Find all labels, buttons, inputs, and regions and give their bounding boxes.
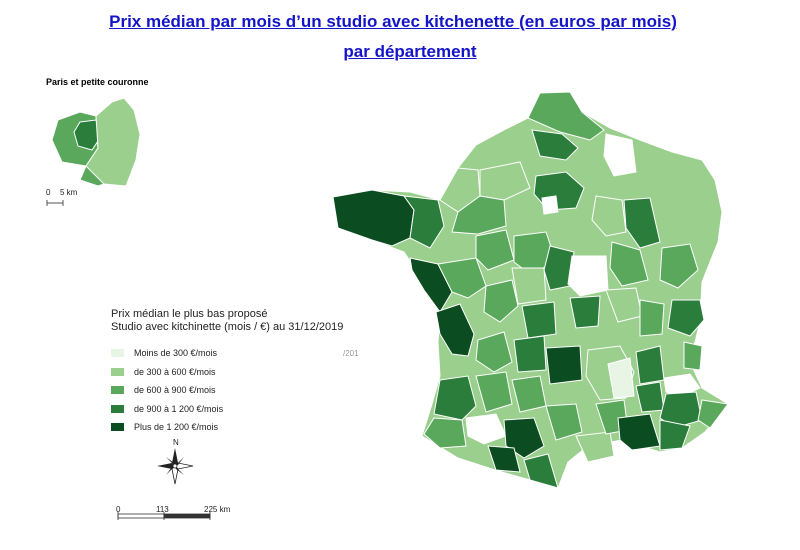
france-mainland bbox=[332, 91, 729, 489]
dept-paris-hole bbox=[541, 195, 559, 215]
dept-aube bbox=[609, 241, 649, 287]
dept-finistere bbox=[332, 189, 415, 247]
dept-vosges bbox=[667, 299, 705, 337]
inset-scale-5: 5 km bbox=[60, 188, 78, 197]
dept-nord bbox=[527, 91, 605, 141]
inset-east bbox=[85, 97, 141, 187]
dept-haute-vienne bbox=[513, 335, 547, 373]
dept-creuse bbox=[545, 345, 583, 385]
dept-bouches-du-rhone bbox=[617, 413, 661, 451]
legend-swatch bbox=[111, 349, 124, 357]
inset-scale-0: 0 bbox=[46, 188, 51, 197]
dept-herault bbox=[575, 431, 615, 463]
dept-gers-hole bbox=[465, 413, 507, 445]
north-label: N bbox=[173, 438, 179, 447]
dept-savoie bbox=[683, 341, 703, 371]
dept-aude bbox=[523, 453, 559, 489]
legend-label: de 300 à 600 €/mois bbox=[134, 366, 216, 377]
legend-item: de 900 à 1 200 €/mois bbox=[111, 403, 223, 415]
dept-loiret bbox=[543, 245, 575, 291]
inset-title: Paris et petite couronne bbox=[46, 77, 149, 87]
legend-swatch bbox=[111, 404, 124, 413]
dept-alpes-maritimes bbox=[697, 399, 729, 429]
stray-label: /201 bbox=[343, 349, 359, 358]
legend-swatch bbox=[111, 367, 124, 376]
legend-item: de 600 à 900 €/mois bbox=[111, 384, 216, 396]
dept-vendee bbox=[435, 303, 475, 357]
legend-label: de 900 à 1 200 €/mois bbox=[134, 403, 224, 414]
inset-south bbox=[79, 165, 105, 187]
dept-cher bbox=[567, 255, 609, 297]
legend-item: Moins de 300 €/mois bbox=[111, 347, 217, 359]
legend-label: Plus de 1 200 €/mois bbox=[134, 422, 219, 432]
dept-marne bbox=[591, 195, 627, 237]
dept-charente bbox=[475, 331, 513, 373]
dept-orne bbox=[451, 195, 507, 235]
dept-indre-et-loire bbox=[483, 279, 519, 323]
dept-haute-marne bbox=[659, 243, 699, 289]
dept-cantal bbox=[607, 357, 635, 399]
legend-title-line1: Prix médian le plus bas proposé bbox=[111, 308, 268, 320]
dept-saone-et-loire bbox=[639, 299, 665, 337]
dept-tarn bbox=[545, 403, 583, 441]
dept-maine-et-loire bbox=[437, 257, 487, 299]
dept-aisne bbox=[603, 133, 637, 177]
dept-gironde bbox=[433, 375, 477, 421]
scale-bar bbox=[117, 512, 211, 520]
legend-title: Prix médian le plus bas proposé Studio a… bbox=[111, 308, 343, 334]
legend-item: de 300 à 600 €/mois bbox=[111, 366, 216, 378]
dept-allier bbox=[569, 295, 601, 329]
dept-pas-de-calais bbox=[531, 129, 579, 161]
dept-vienne bbox=[521, 301, 557, 339]
dept-meuse bbox=[623, 197, 661, 249]
legend-swatch bbox=[111, 386, 124, 394]
map-subtitle: par département bbox=[343, 42, 477, 61]
legend-title-line2: Studio avec kitchinette (mois / €) au 31… bbox=[111, 321, 344, 333]
dept-indre bbox=[511, 267, 547, 305]
inset-map bbox=[46, 97, 141, 206]
dept-sarthe bbox=[475, 229, 515, 271]
dept-dordogne bbox=[475, 371, 513, 413]
dept-ariege bbox=[487, 445, 521, 473]
legend-label: de 600 à 900 €/mois bbox=[134, 385, 216, 395]
dept-calvados bbox=[479, 161, 531, 201]
map-title: Prix médian par mois d’un studio avec ki… bbox=[109, 12, 677, 31]
dept-ille-et-vilaine bbox=[402, 195, 445, 249]
scale-label-113: 113 bbox=[156, 505, 169, 514]
dept-landes bbox=[423, 417, 467, 449]
legend-swatch bbox=[111, 423, 124, 431]
dept-var bbox=[659, 419, 691, 451]
scale-label-0: 0 bbox=[116, 505, 121, 514]
dept-hautes-alpes bbox=[659, 391, 703, 429]
dept-loire bbox=[635, 345, 665, 385]
compass-rose-icon bbox=[157, 448, 194, 485]
legend-item: Plus de 1 200 €/mois bbox=[111, 421, 218, 433]
dept-manche bbox=[439, 167, 481, 213]
scale-label-225: 225 km bbox=[204, 505, 231, 514]
legend-label: Moins de 300 €/mois bbox=[134, 348, 218, 358]
